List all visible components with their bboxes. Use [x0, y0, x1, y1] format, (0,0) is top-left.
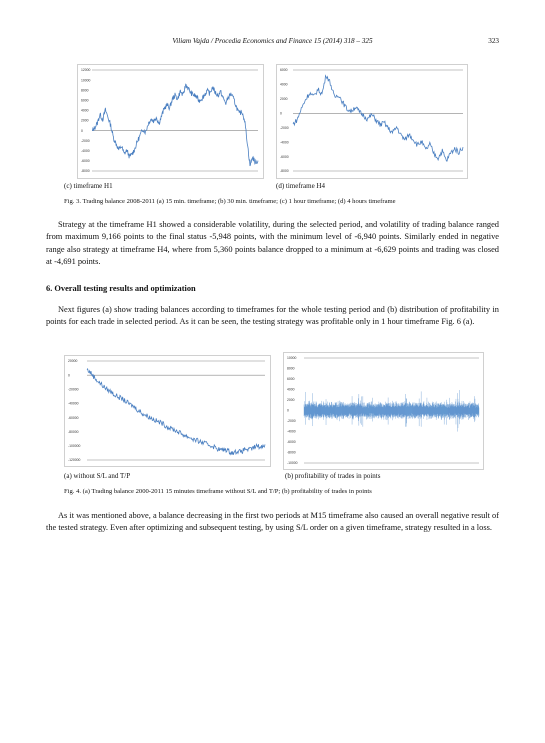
chart-h1-svg: 12000 10000 8000 6000 4000 2000 0 -2000 -4000 -60… — [81, 68, 259, 173]
paragraph-1: Strategy at the timeframe H1 showed a co… — [46, 220, 499, 267]
y-tick-label: -8000 — [287, 451, 296, 455]
y-tick-label: 2000 — [287, 398, 295, 402]
y-tick-label: -10000 — [287, 461, 298, 465]
fig4-sub-a: (a) without S/L and T/P — [64, 472, 131, 480]
y-tick-label: 4000 — [280, 83, 288, 87]
fig3-caption: Fig. 3. Trading balance 2008-2011 (a) 15… — [64, 198, 396, 205]
y-tick-label: 10000 — [81, 78, 91, 82]
series-line — [292, 74, 464, 162]
y-tick-label: -40000 — [68, 402, 79, 406]
y-tick-label: -8000 — [280, 169, 289, 173]
page-number: 323 — [488, 37, 499, 45]
y-tick-label: 4000 — [81, 109, 89, 113]
y-tick-label: -8000 — [81, 169, 90, 173]
series-line — [86, 367, 266, 456]
y-tick-label: -4000 — [280, 140, 289, 144]
trade-profit-bars — [303, 390, 480, 432]
y-tick-label: 0 — [81, 129, 83, 133]
y-tick-label: 2000 — [81, 119, 89, 123]
paragraph-3: As it was mentioned above, a balance dec… — [46, 511, 499, 533]
chart-h4-svg: 6000 4000 2000 0 -2000 -4000 -6000 -8000 — [280, 68, 464, 173]
y-tick-label: 8000 — [81, 88, 89, 92]
chart-m15-svg: 20000 0 -20000 -40000 -60000 -80000 -100000 -12… — [68, 359, 266, 462]
y-tick-label: 0 — [287, 409, 289, 413]
chart-h4: 6000 4000 2000 0 -2000 -4000 -6000 -8000 — [276, 64, 468, 179]
y-tick-label: 2000 — [280, 97, 288, 101]
y-tick-label: 0 — [280, 111, 282, 115]
running-title: Viliam Vajda / Procedia Economics and Fi… — [172, 37, 373, 45]
section-heading: 6. Overall testing results and optimizat… — [46, 284, 196, 293]
chart-h1: 12000 10000 8000 6000 4000 2000 0 -2000 -4000 -60… — [77, 64, 264, 179]
y-tick-label: -2000 — [280, 126, 289, 130]
y-tick-label: -6000 — [287, 440, 296, 444]
y-tick-label: 8000 — [287, 367, 295, 371]
y-tick-label: -80000 — [68, 430, 79, 434]
y-tick-label: 0 — [68, 373, 70, 377]
y-tick-label: 10000 — [287, 356, 297, 360]
y-tick-label: -20000 — [68, 387, 79, 391]
fig4-caption: Fig. 4. (a) Trading balance 2000-2011 15… — [64, 488, 372, 495]
running-header: Viliam Vajda / Procedia Economics and Fi… — [0, 37, 545, 49]
y-tick-label: -4000 — [287, 430, 296, 434]
y-tick-label: -2000 — [81, 139, 90, 143]
chart-profit-svg: 10000 8000 6000 4000 2000 0 -2000 -4000 -6000 -80… — [287, 356, 480, 465]
y-tick-label: -60000 — [68, 416, 79, 420]
y-tick-label: 12000 — [81, 68, 91, 72]
chart-m15: 20000 0 -20000 -40000 -60000 -80000 -100000 -12… — [64, 355, 271, 467]
paragraph-2: Next figures (a) show trading balances a… — [46, 305, 499, 327]
y-tick-label: -2000 — [287, 419, 296, 423]
fig3-sub-d: (d) timeframe H4 — [276, 182, 325, 190]
y-tick-label: 20000 — [68, 359, 78, 363]
y-tick-label: 4000 — [287, 388, 295, 392]
fig4-sub-b: (b) profitability of trades in points — [285, 472, 381, 480]
y-tick-label: -120000 — [68, 458, 81, 462]
chart-profit: 10000 8000 6000 4000 2000 0 -2000 -4000 -6000 -80… — [283, 352, 484, 470]
y-tick-label: -100000 — [68, 444, 81, 448]
fig3-sub-c: (c) timeframe H1 — [64, 182, 113, 190]
y-tick-label: -6000 — [81, 159, 90, 163]
y-tick-label: -6000 — [280, 155, 289, 159]
y-tick-label: 6000 — [81, 99, 89, 103]
y-tick-label: -4000 — [81, 149, 90, 153]
y-tick-label: 6000 — [280, 68, 288, 72]
series-line — [91, 83, 259, 167]
y-tick-label: 6000 — [287, 377, 295, 381]
